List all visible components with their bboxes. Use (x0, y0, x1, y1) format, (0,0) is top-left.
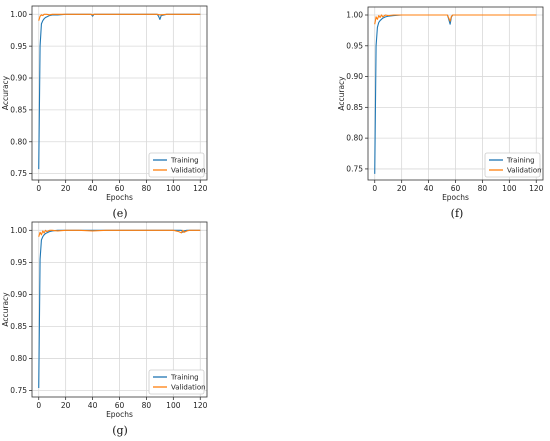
y-axis-label: Accuracy (1, 292, 10, 327)
legend-box (484, 152, 541, 178)
y-axis-label: Accuracy (337, 76, 346, 111)
y-tick-label: 0.95 (346, 41, 363, 50)
y-tick-label: 0.95 (10, 258, 27, 267)
panel-caption: (f) (451, 207, 464, 220)
x-tick-label: 100 (166, 184, 181, 193)
x-tick-label: 40 (88, 401, 98, 410)
y-tick-label: 0.75 (10, 386, 27, 395)
x-tick-label: 100 (166, 401, 181, 410)
series-line-validation (38, 229, 201, 237)
y-tick-label: 0.75 (10, 169, 27, 178)
y-tick-label: 0.95 (10, 42, 27, 51)
y-tick-label: 0.85 (10, 322, 27, 331)
y-tick-label: 0.85 (10, 105, 27, 114)
chart-panel: 0 20 40 60 80 100 120 0.75 0.80 0.85 0.90 0.95 1.00 E… (337, 6, 544, 202)
legend-label: Validation (507, 167, 542, 175)
legend: Training Validation (484, 152, 542, 178)
y-tick-label: 0.90 (346, 72, 363, 81)
x-tick-label: 120 (193, 401, 208, 410)
panel-caption: (e) (112, 207, 127, 220)
legend-label: Training (170, 157, 199, 165)
legend-label: Training (170, 374, 199, 382)
legend-label: Validation (171, 167, 206, 175)
x-tick-label: 40 (88, 184, 98, 193)
y-axis-label: Accuracy (1, 75, 10, 110)
x-tick-label: 60 (115, 184, 125, 193)
x-tick-label: 60 (115, 401, 125, 410)
y-tick-label: 1.00 (10, 226, 27, 235)
x-tick-label: 100 (502, 184, 517, 193)
y-tick-label: 1.00 (10, 10, 27, 19)
legend-label: Validation (171, 384, 206, 392)
x-tick-label: 80 (142, 184, 152, 193)
x-tick-label: 20 (61, 184, 71, 193)
x-tick-label: 0 (372, 184, 377, 193)
chart-panel: 0 20 40 60 80 100 120 0.75 0.80 0.85 0.90 0.95 1.00 E… (1, 221, 208, 419)
x-tick-label: 120 (193, 184, 208, 193)
x-tick-label: 20 (61, 401, 71, 410)
y-tick-label: 0.80 (10, 354, 27, 363)
series-line-validation (38, 13, 201, 21)
y-tick-label: 1.00 (346, 11, 363, 20)
y-tick-label: 0.80 (346, 134, 363, 143)
y-tick-label: 0.90 (10, 74, 27, 83)
legend-box (148, 152, 205, 178)
y-tick-label: 0.85 (346, 103, 363, 112)
panel-caption: (g) (112, 424, 128, 437)
x-tick-label: 80 (478, 184, 488, 193)
legend-box (148, 369, 205, 395)
legend-label: Training (506, 157, 535, 165)
x-axis-label: Epochs (442, 193, 469, 202)
x-tick-label: 20 (397, 184, 407, 193)
y-tick-label: 0.90 (10, 290, 27, 299)
series-line-training (38, 13, 201, 170)
x-tick-label: 0 (36, 401, 41, 410)
x-axis-label: Epochs (106, 410, 133, 419)
x-tick-label: 0 (36, 184, 41, 193)
y-tick-label: 0.75 (346, 165, 363, 174)
legend: Training Validation (148, 369, 206, 395)
x-tick-label: 60 (451, 184, 461, 193)
chart-panel: 0 20 40 60 80 100 120 0.75 0.80 0.85 0.90 0.95 1.00 E… (1, 5, 208, 202)
y-tick-label: 0.80 (10, 137, 27, 146)
legend: Training Validation (148, 152, 206, 178)
x-tick-label: 80 (142, 401, 152, 410)
series-line-validation (374, 14, 537, 25)
x-tick-label: 40 (424, 184, 434, 193)
x-tick-label: 120 (529, 184, 544, 193)
x-axis-label: Epochs (106, 193, 133, 202)
